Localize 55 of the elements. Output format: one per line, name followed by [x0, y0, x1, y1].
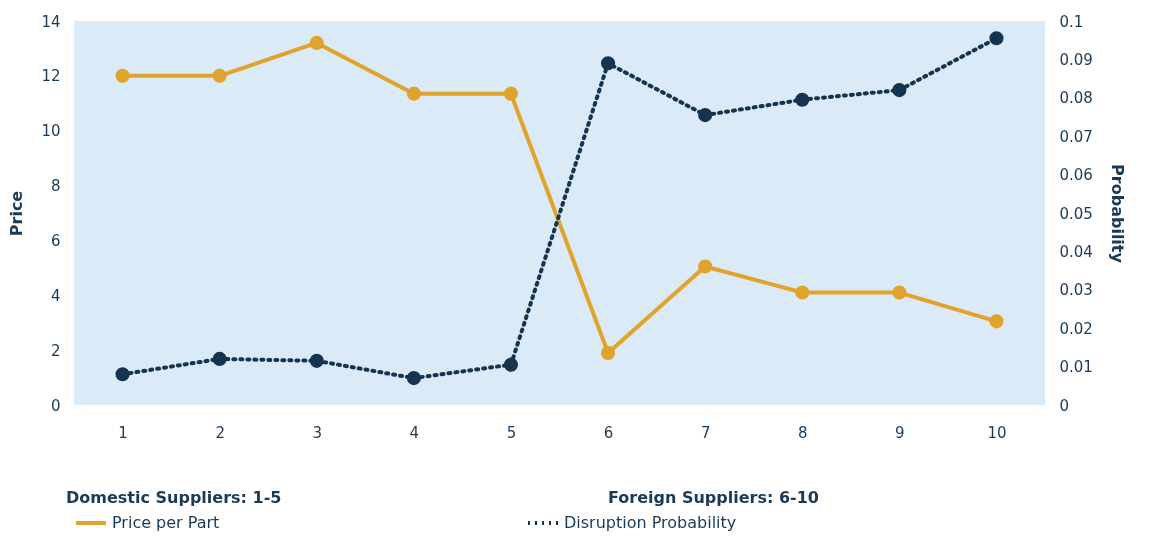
- y2-axis-title: Probability: [1107, 164, 1127, 264]
- x-tick-label: 6: [603, 423, 614, 442]
- point: [212, 68, 227, 83]
- x-tick-label: 4: [409, 423, 420, 442]
- point: [212, 351, 227, 366]
- x-tick-label: 9: [895, 423, 905, 442]
- y2-tick-label: 0.09: [1059, 50, 1093, 69]
- point: [503, 86, 519, 101]
- point: [406, 86, 421, 101]
- y-tick-label: 12: [41, 67, 61, 86]
- y2-tick-label: 0.1: [1059, 12, 1084, 31]
- text: Domestic Suppliers: 1-5: [66, 488, 282, 507]
- x-tick-label: 7: [700, 423, 711, 442]
- y2-tick-label: 0.06: [1059, 166, 1093, 185]
- point: [600, 56, 616, 71]
- y2-tick-label: 0.04: [1059, 242, 1093, 261]
- y2-tick-label: 0: [1059, 396, 1070, 415]
- point: [698, 259, 713, 274]
- y2-tick-label: 0.08: [1059, 89, 1093, 108]
- point: [892, 285, 907, 300]
- y2-tick-label: 0.05: [1059, 204, 1093, 223]
- point: [309, 35, 324, 50]
- point: [309, 353, 324, 368]
- y2-tick-label: 0.01: [1059, 358, 1093, 377]
- x-tick-label: 10: [987, 423, 1007, 442]
- y-tick-label: 2: [50, 341, 61, 360]
- x-tick-label: 2: [215, 423, 225, 442]
- y-tick-label: 0: [50, 396, 61, 415]
- point: [892, 83, 907, 98]
- point: [406, 371, 421, 386]
- y2-tick-label: 0.02: [1059, 319, 1093, 338]
- point: [989, 314, 1004, 329]
- point: [698, 108, 713, 123]
- y2-tick-label: 0.03: [1059, 281, 1093, 300]
- point: [503, 357, 519, 372]
- point: [989, 31, 1004, 46]
- y-tick-label: 10: [41, 122, 61, 141]
- x-tick-label: 3: [312, 423, 323, 442]
- text: Foreign Suppliers: 6-10: [608, 488, 819, 507]
- point: [795, 285, 810, 300]
- point: [115, 367, 130, 382]
- point: [600, 345, 616, 360]
- point: [115, 68, 130, 83]
- y2-tick-label: 0.07: [1059, 127, 1093, 146]
- y-axis-title: Price: [7, 190, 27, 237]
- y-tick-label: 8: [50, 177, 61, 196]
- y-tick-label: 4: [50, 286, 61, 305]
- point: [795, 92, 810, 107]
- x-tick-label: 5: [506, 423, 517, 442]
- y-tick-label: 6: [50, 231, 61, 250]
- y-tick-label: 14: [41, 12, 61, 31]
- x-tick-label: 8: [797, 423, 808, 442]
- legend-label: Disruption Probability: [564, 513, 737, 532]
- x-tick-label: 1: [118, 423, 128, 442]
- legend-label: Price per Part: [112, 513, 220, 532]
